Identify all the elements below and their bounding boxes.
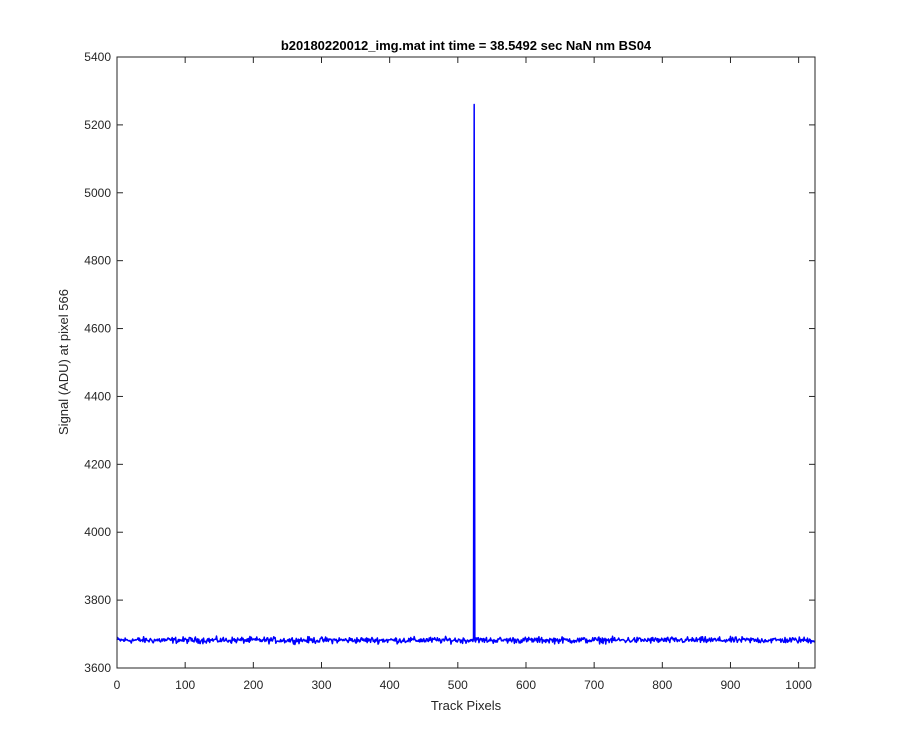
x-tick-label: 1000 <box>785 678 812 692</box>
x-tick-label: 800 <box>652 678 672 692</box>
x-tick-label: 200 <box>243 678 263 692</box>
x-tick-label: 700 <box>584 678 604 692</box>
plot-area <box>117 57 815 668</box>
y-tick-label: 3800 <box>84 593 111 607</box>
x-tick-label: 500 <box>448 678 468 692</box>
x-axis: 0 100 200 300 400 500 600 700 800 900 1000 <box>114 57 812 692</box>
x-tick-label: 900 <box>720 678 740 692</box>
x-tick-label: 400 <box>380 678 400 692</box>
y-tick-label: 4800 <box>84 254 111 268</box>
y-tick-label: 5200 <box>84 118 111 132</box>
x-tick-label: 100 <box>175 678 195 692</box>
y-axis-label: Signal (ADU) at pixel 566 <box>56 289 71 435</box>
signal-line <box>116 103 816 646</box>
x-tick-label: 0 <box>114 678 121 692</box>
y-tick-label: 4600 <box>84 322 111 336</box>
y-tick-label: 5000 <box>84 186 111 200</box>
y-tick-label: 4400 <box>84 389 111 403</box>
y-tick-label: 3600 <box>84 661 111 675</box>
x-tick-label: 600 <box>516 678 536 692</box>
y-tick-label: 4200 <box>84 457 111 471</box>
x-tick-label: 300 <box>311 678 331 692</box>
y-tick-label: 5400 <box>84 50 111 64</box>
x-axis-label: Track Pixels <box>431 698 502 713</box>
plot-frame <box>116 56 816 669</box>
chart-title: b20180220012_img.mat int time = 38.5492 … <box>281 38 652 53</box>
series-layer <box>116 103 816 646</box>
y-tick-label: 4000 <box>84 525 111 539</box>
y-axis: 3600 3800 4000 4200 4400 4600 4800 5000 5200 5400 <box>84 50 815 675</box>
